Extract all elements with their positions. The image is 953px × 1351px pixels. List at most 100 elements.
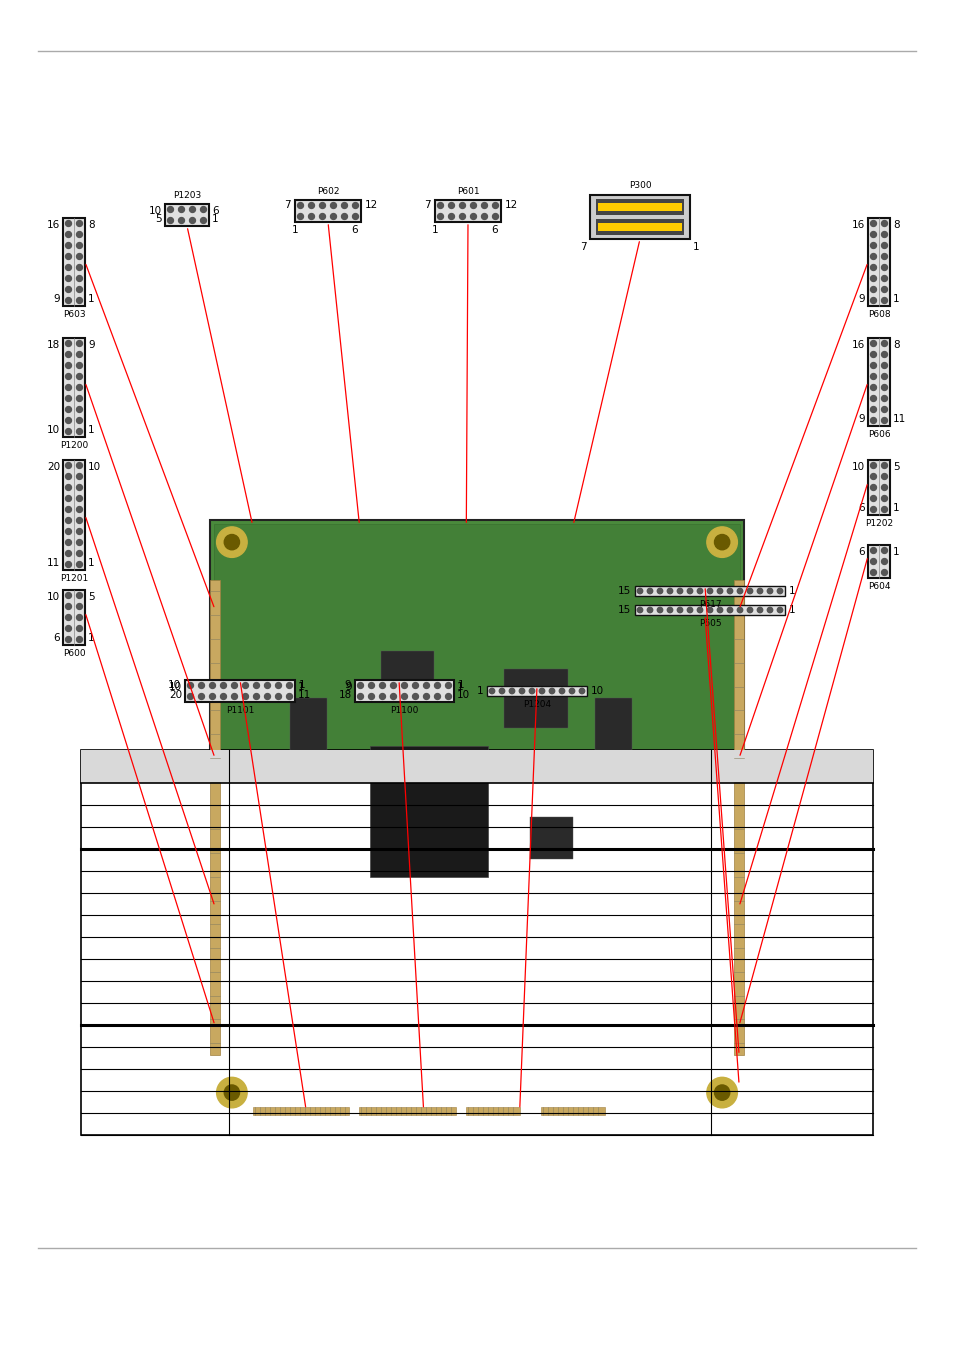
Text: P1200: P1200 <box>60 440 88 450</box>
Circle shape <box>870 407 876 412</box>
Bar <box>63 338 85 436</box>
Circle shape <box>881 485 886 490</box>
Circle shape <box>232 693 237 700</box>
Circle shape <box>881 462 886 469</box>
Circle shape <box>76 220 82 227</box>
Circle shape <box>264 693 271 700</box>
Circle shape <box>66 231 71 238</box>
Circle shape <box>881 351 886 358</box>
Text: 1: 1 <box>788 605 795 615</box>
Bar <box>359 1106 456 1115</box>
Circle shape <box>492 213 498 219</box>
Circle shape <box>870 496 876 501</box>
Circle shape <box>677 588 682 593</box>
Bar <box>435 200 500 222</box>
Circle shape <box>686 608 692 613</box>
Circle shape <box>76 373 82 380</box>
Circle shape <box>66 297 71 304</box>
Circle shape <box>76 276 82 281</box>
Circle shape <box>76 396 82 401</box>
Bar <box>530 817 573 859</box>
Circle shape <box>881 286 886 292</box>
Circle shape <box>76 428 82 435</box>
Text: 9: 9 <box>88 340 94 350</box>
Circle shape <box>434 693 440 700</box>
Text: 10: 10 <box>169 682 182 692</box>
Bar <box>380 651 434 698</box>
Text: 6: 6 <box>53 634 60 643</box>
Text: 20: 20 <box>47 462 60 471</box>
Circle shape <box>308 203 314 208</box>
Circle shape <box>870 462 876 469</box>
Circle shape <box>870 243 876 249</box>
Text: 12: 12 <box>504 200 517 211</box>
Circle shape <box>76 517 82 523</box>
Circle shape <box>76 407 82 412</box>
Circle shape <box>66 528 71 535</box>
Circle shape <box>190 218 195 223</box>
Circle shape <box>481 213 487 219</box>
Text: 6: 6 <box>351 226 357 235</box>
Bar <box>290 698 327 770</box>
Text: P601: P601 <box>456 186 478 196</box>
Text: 6: 6 <box>858 547 864 557</box>
Circle shape <box>549 688 554 693</box>
Circle shape <box>76 593 82 598</box>
Circle shape <box>870 570 876 576</box>
Circle shape <box>870 220 876 227</box>
Text: 1: 1 <box>892 503 899 513</box>
Text: P1203: P1203 <box>172 190 201 200</box>
Circle shape <box>188 693 193 700</box>
Circle shape <box>242 693 248 700</box>
Circle shape <box>509 688 515 693</box>
Bar <box>294 200 360 222</box>
Circle shape <box>666 608 672 613</box>
Bar <box>210 520 743 1115</box>
Bar <box>867 338 889 426</box>
Circle shape <box>66 243 71 249</box>
Circle shape <box>275 693 281 700</box>
Circle shape <box>746 608 752 613</box>
Circle shape <box>434 682 440 689</box>
Text: 10: 10 <box>47 426 60 435</box>
Circle shape <box>66 220 71 227</box>
Bar <box>594 698 631 758</box>
Circle shape <box>737 588 742 593</box>
Circle shape <box>76 604 82 609</box>
Text: P606: P606 <box>867 430 889 439</box>
Circle shape <box>224 535 239 550</box>
Circle shape <box>66 385 71 390</box>
Circle shape <box>518 688 524 693</box>
Circle shape <box>870 385 876 390</box>
Text: 16: 16 <box>47 220 60 230</box>
Circle shape <box>357 682 363 689</box>
Text: 10: 10 <box>149 205 162 216</box>
Circle shape <box>66 428 71 435</box>
Circle shape <box>76 231 82 238</box>
Circle shape <box>448 213 454 219</box>
Circle shape <box>200 207 206 212</box>
Circle shape <box>232 682 237 689</box>
Text: 6: 6 <box>212 205 218 216</box>
Circle shape <box>190 207 195 212</box>
Circle shape <box>870 547 876 554</box>
Circle shape <box>726 608 732 613</box>
Circle shape <box>881 385 886 390</box>
Circle shape <box>66 507 71 512</box>
Bar <box>867 544 889 578</box>
Text: 9: 9 <box>858 413 864 424</box>
Circle shape <box>178 218 184 223</box>
Text: 11: 11 <box>47 558 60 567</box>
Text: 1: 1 <box>476 686 482 696</box>
Circle shape <box>529 688 534 693</box>
Circle shape <box>423 693 429 700</box>
Circle shape <box>76 615 82 620</box>
Text: 20: 20 <box>169 690 182 700</box>
Text: 1: 1 <box>88 634 94 643</box>
Circle shape <box>66 286 71 292</box>
Text: 18: 18 <box>338 690 352 700</box>
Circle shape <box>423 682 429 689</box>
Text: 5: 5 <box>88 592 94 603</box>
Circle shape <box>66 276 71 281</box>
Bar <box>867 459 889 515</box>
